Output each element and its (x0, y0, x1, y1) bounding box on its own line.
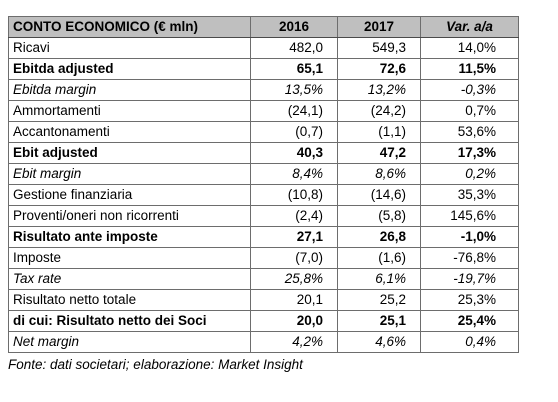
row-label: Gestione finanziaria (8, 184, 251, 206)
table-row: Ebit margin 8,4% 8,6% 0,2% (8, 163, 519, 185)
header-change: Var. a/a (420, 16, 519, 38)
value-2017: 47,2 (337, 142, 421, 164)
row-label: Proventi/oneri non ricorrenti (8, 205, 251, 227)
value-2017: (1,6) (337, 247, 421, 269)
table-row: Ammortamenti (24,1) (24,2) 0,7% (8, 100, 519, 122)
table-row: Accantonamenti (0,7) (1,1) 53,6% (8, 121, 519, 143)
value-2016: 13,5% (250, 79, 338, 101)
row-label: Ebit adjusted (8, 142, 251, 164)
income-statement-figure: CONTO ECONOMICO (€ mln) 2016 2017 Var. a… (8, 16, 519, 372)
row-label: Imposte (8, 247, 251, 269)
value-change: 53,6% (420, 121, 519, 143)
value-2016: 27,1 (250, 226, 338, 248)
table-row: Gestione finanziaria (10,8) (14,6) 35,3% (8, 184, 519, 206)
source-note: Fonte: dati societari; elaborazione: Mar… (8, 357, 303, 372)
value-2016: (24,1) (250, 100, 338, 122)
value-2017: 26,8 (337, 226, 421, 248)
value-2017: 72,6 (337, 58, 421, 80)
value-change: 35,3% (420, 184, 519, 206)
value-2017: (5,8) (337, 205, 421, 227)
table-row: Net margin 4,2% 4,6% 0,4% (8, 331, 519, 353)
value-2017: 549,3 (337, 37, 421, 59)
value-2016: 20,1 (250, 289, 338, 311)
value-change: -76,8% (420, 247, 519, 269)
value-change: 0,7% (420, 100, 519, 122)
table-row: Risultato netto totale 20,1 25,2 25,3% (8, 289, 519, 311)
table-row: Ebitda adjusted 65,1 72,6 11,5% (8, 58, 519, 80)
table-row: Proventi/oneri non ricorrenti (2,4) (5,8) 1… (8, 205, 519, 227)
row-label: Risultato netto totale (8, 289, 251, 311)
value-change: 0,2% (420, 163, 519, 185)
value-2016: 65,1 (250, 58, 338, 80)
row-label: Ebit margin (8, 163, 251, 185)
value-2016: 8,4% (250, 163, 338, 185)
table-row: Risultato ante imposte 27,1 26,8 -1,0% (8, 226, 519, 248)
value-2016: 25,8% (250, 268, 338, 290)
row-label: Accantonamenti (8, 121, 251, 143)
table-header-row: CONTO ECONOMICO (€ mln) 2016 2017 Var. a… (8, 16, 519, 38)
value-change: 11,5% (420, 58, 519, 80)
value-2016: 4,2% (250, 331, 338, 353)
table-row: Ebit adjusted 40,3 47,2 17,3% (8, 142, 519, 164)
value-2016: (7,0) (250, 247, 338, 269)
value-2017: 8,6% (337, 163, 421, 185)
value-2017: (1,1) (337, 121, 421, 143)
income-statement-table: CONTO ECONOMICO (€ mln) 2016 2017 Var. a… (8, 16, 519, 353)
row-label: Tax rate (8, 268, 251, 290)
row-label: Ebitda margin (8, 79, 251, 101)
value-2017: 13,2% (337, 79, 421, 101)
row-label: Ricavi (8, 37, 251, 59)
row-label: di cui: Risultato netto dei Soci (8, 310, 251, 332)
value-change: 17,3% (420, 142, 519, 164)
table-row: Ebitda margin 13,5% 13,2% -0,3% (8, 79, 519, 101)
table-row: Tax rate 25,8% 6,1% -19,7% (8, 268, 519, 290)
row-label: Net margin (8, 331, 251, 353)
value-2016: 482,0 (250, 37, 338, 59)
value-change: 145,6% (420, 205, 519, 227)
value-change: -1,0% (420, 226, 519, 248)
table-row: Imposte (7,0) (1,6) -76,8% (8, 247, 519, 269)
row-label: Ammortamenti (8, 100, 251, 122)
value-2016: (2,4) (250, 205, 338, 227)
value-change: -19,7% (420, 268, 519, 290)
table-row: Ricavi 482,0 549,3 14,0% (8, 37, 519, 59)
value-2016: (10,8) (250, 184, 338, 206)
value-2016: 40,3 (250, 142, 338, 164)
value-2016: 20,0 (250, 310, 338, 332)
header-label: CONTO ECONOMICO (€ mln) (8, 16, 251, 38)
row-label: Ebitda adjusted (8, 58, 251, 80)
value-2017: (24,2) (337, 100, 421, 122)
value-change: 25,3% (420, 289, 519, 311)
value-2017: 6,1% (337, 268, 421, 290)
row-label: Risultato ante imposte (8, 226, 251, 248)
table-body: Ricavi 482,0 549,3 14,0% Ebitda adjusted 65,… (8, 37, 519, 353)
value-change: 25,4% (420, 310, 519, 332)
value-2016: (0,7) (250, 121, 338, 143)
table-row: di cui: Risultato netto dei Soci 20,0 25,1… (8, 310, 519, 332)
value-2017: 4,6% (337, 331, 421, 353)
header-year-2016: 2016 (250, 16, 338, 38)
value-change: 14,0% (420, 37, 519, 59)
value-2017: 25,1 (337, 310, 421, 332)
header-year-2017: 2017 (337, 16, 421, 38)
value-2017: (14,6) (337, 184, 421, 206)
value-change: -0,3% (420, 79, 519, 101)
value-2017: 25,2 (337, 289, 421, 311)
value-change: 0,4% (420, 331, 519, 353)
